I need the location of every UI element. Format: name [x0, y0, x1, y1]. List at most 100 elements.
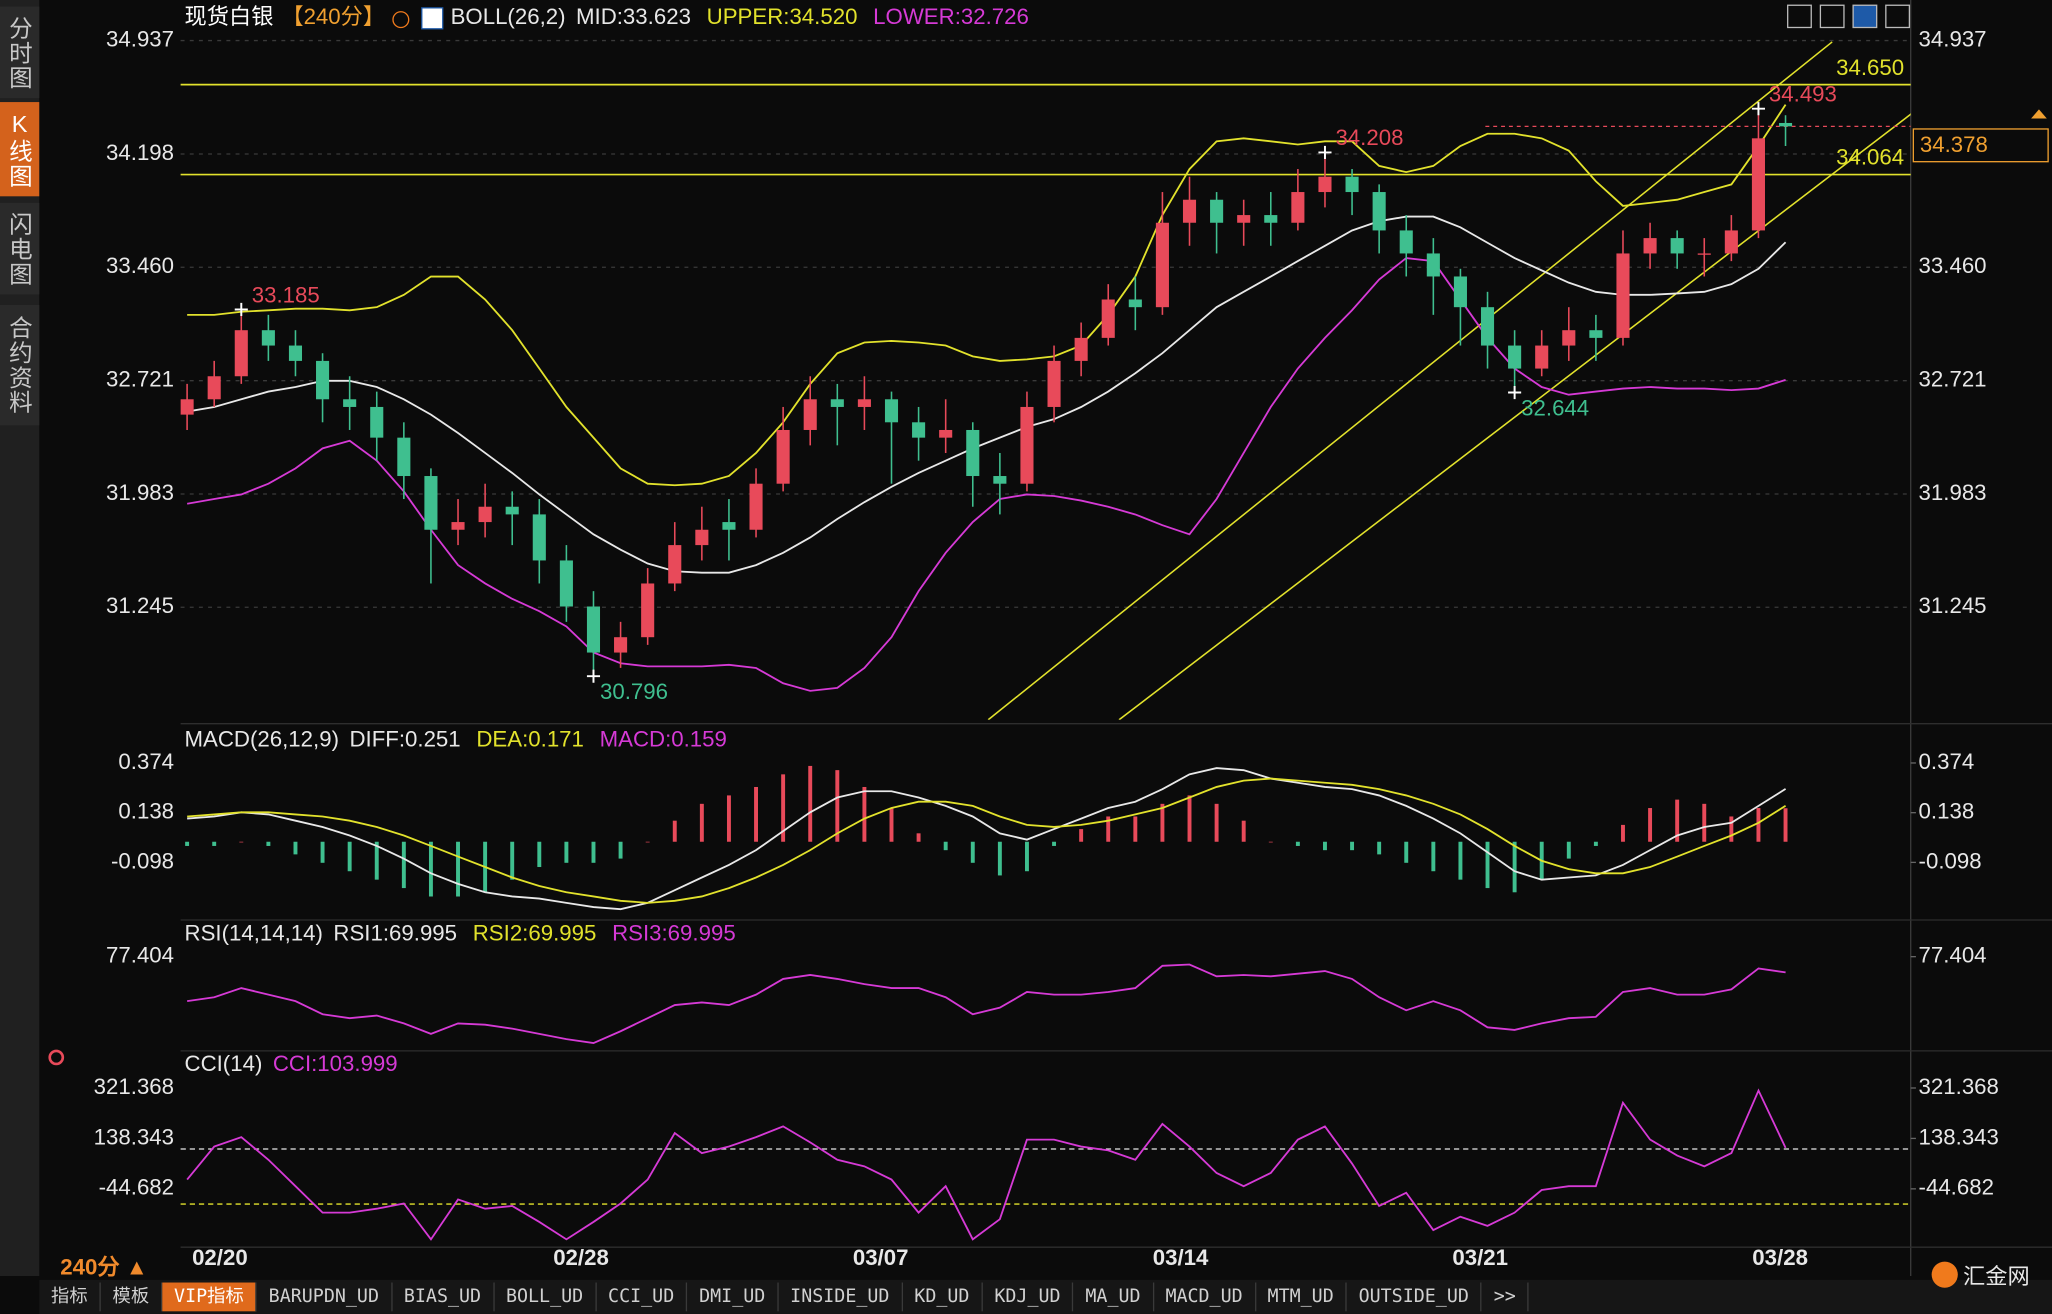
sidebar-tab[interactable]: 分时图	[0, 6, 40, 99]
y-tick-label: 0.374	[118, 749, 174, 774]
legend-item: RSI3:69.995	[612, 920, 736, 945]
histogram-bar	[699, 803, 704, 842]
toolbar-item[interactable]: DMI_UD	[687, 1282, 779, 1312]
view-button[interactable]	[1885, 4, 1911, 29]
histogram-bar	[889, 808, 894, 842]
candle-body	[397, 437, 411, 477]
toolbar-item[interactable]: VIP指标	[162, 1282, 257, 1312]
sidebar-tab[interactable]: K线图	[0, 102, 40, 197]
y-tick-label: -0.098	[1919, 848, 1982, 873]
candle-body	[993, 476, 1007, 484]
histogram-bar	[347, 841, 352, 872]
sidebar-tab[interactable]: 合约资料	[0, 304, 40, 426]
extreme-label: 34.493	[1769, 81, 1837, 106]
histogram-bar	[591, 841, 596, 863]
sidebar: 分时图 K线图 闪电图 合约资料	[0, 0, 40, 1276]
histogram-bar	[1702, 803, 1707, 842]
extreme-label: 33.185	[252, 282, 320, 307]
candle-body	[939, 429, 953, 438]
histogram-bar	[1160, 803, 1165, 842]
candle-body	[1210, 199, 1224, 223]
toolbar-item[interactable]: 指标	[39, 1282, 101, 1312]
histogram-bar	[835, 770, 840, 842]
toolbar-item[interactable]: KD_UD	[903, 1282, 983, 1312]
legend-item: 【240分】	[281, 4, 385, 29]
y-tick-label: 77.404	[1919, 943, 1987, 968]
toolbar-item[interactable]: >>	[1482, 1282, 1529, 1312]
histogram-bar	[1377, 841, 1382, 855]
toolbar-item[interactable]: INSIDE_UD	[778, 1282, 903, 1312]
legend-item: CCI:103.999	[273, 1051, 398, 1076]
histogram-bar	[1052, 841, 1057, 846]
y-tick-label: 0.138	[1919, 799, 1975, 824]
period-selector[interactable]: 240分 ▲	[60, 1255, 148, 1280]
settings-icon[interactable]	[48, 1049, 65, 1066]
toolbar-item[interactable]: OUTSIDE_UD	[1347, 1282, 1483, 1312]
histogram-bar	[428, 841, 433, 897]
x-tick-label: 02/28	[553, 1245, 609, 1270]
histogram-bar	[1214, 803, 1219, 842]
histogram-bar	[212, 841, 217, 846]
indicator-line	[186, 1088, 1787, 1241]
candle-body	[966, 429, 980, 477]
toolbar-item[interactable]: BARUPDN_UD	[257, 1282, 393, 1312]
candle-body	[1616, 253, 1630, 338]
view-button[interactable]	[1852, 4, 1878, 29]
y-tick-label: 0.374	[1919, 749, 1975, 774]
y-tick-label: 31.245	[106, 593, 174, 618]
candle-body	[1182, 199, 1197, 223]
candle-body	[884, 399, 899, 423]
y-tick-label: 34.198	[106, 140, 174, 165]
histogram-bar	[645, 841, 650, 843]
histogram-bar	[618, 841, 623, 859]
logo-text: 汇金网	[1963, 1264, 2030, 1290]
toolbar-item[interactable]: 模板	[101, 1282, 163, 1312]
candle-body	[1670, 238, 1684, 254]
x-tick-label: 03/14	[1153, 1245, 1209, 1270]
toolbar-item[interactable]: BIAS_UD	[392, 1282, 495, 1312]
candle-body	[532, 514, 546, 561]
sidebar-tab[interactable]: 闪电图	[0, 202, 40, 295]
toolbar-item[interactable]: MACD_UD	[1154, 1282, 1256, 1312]
view-button[interactable]	[1819, 4, 1845, 29]
histogram-bar	[726, 795, 731, 842]
histogram-bar	[239, 841, 244, 843]
histogram-bar	[1512, 841, 1517, 893]
candle-body	[478, 506, 492, 523]
y-tick-label: 321.368	[94, 1074, 174, 1099]
histogram-bar	[1621, 824, 1625, 842]
candle-body	[1237, 215, 1251, 223]
toolbar-item[interactable]: MTM_UD	[1256, 1282, 1347, 1312]
candle-body	[912, 422, 926, 438]
candle-body	[1643, 238, 1657, 254]
histogram-bar	[1268, 841, 1273, 843]
candle-body	[641, 583, 655, 638]
histogram-bar	[1783, 808, 1788, 842]
histogram-bar	[1593, 841, 1598, 846]
candle-body	[261, 330, 275, 346]
histogram-bar	[1729, 816, 1734, 842]
trend-line	[987, 41, 1833, 720]
candle-body	[451, 522, 465, 530]
candle-body	[1724, 230, 1738, 254]
plot-area	[187, 963, 1786, 1044]
y-tick-label: 32.721	[1919, 367, 1987, 392]
icon	[392, 11, 410, 29]
histogram-bar	[293, 841, 298, 855]
legend-item: MID:33.623	[576, 4, 691, 29]
candle-body	[316, 360, 330, 400]
candle-body	[1345, 176, 1359, 193]
plot-area	[186, 1088, 1787, 1241]
toolbar-item[interactable]: CCI_UD	[596, 1282, 688, 1312]
candle-body	[1535, 345, 1549, 369]
toolbar-item[interactable]: MA_UD	[1074, 1282, 1154, 1312]
histogram-bar	[266, 841, 271, 846]
candle-body	[234, 330, 248, 377]
toolbar-item[interactable]: KDJ_UD	[983, 1282, 1074, 1312]
boll-line	[187, 104, 1787, 487]
toolbar-item[interactable]: BOLL_UD	[494, 1282, 597, 1312]
candle-body	[1074, 337, 1088, 361]
view-button[interactable]	[1787, 4, 1812, 29]
